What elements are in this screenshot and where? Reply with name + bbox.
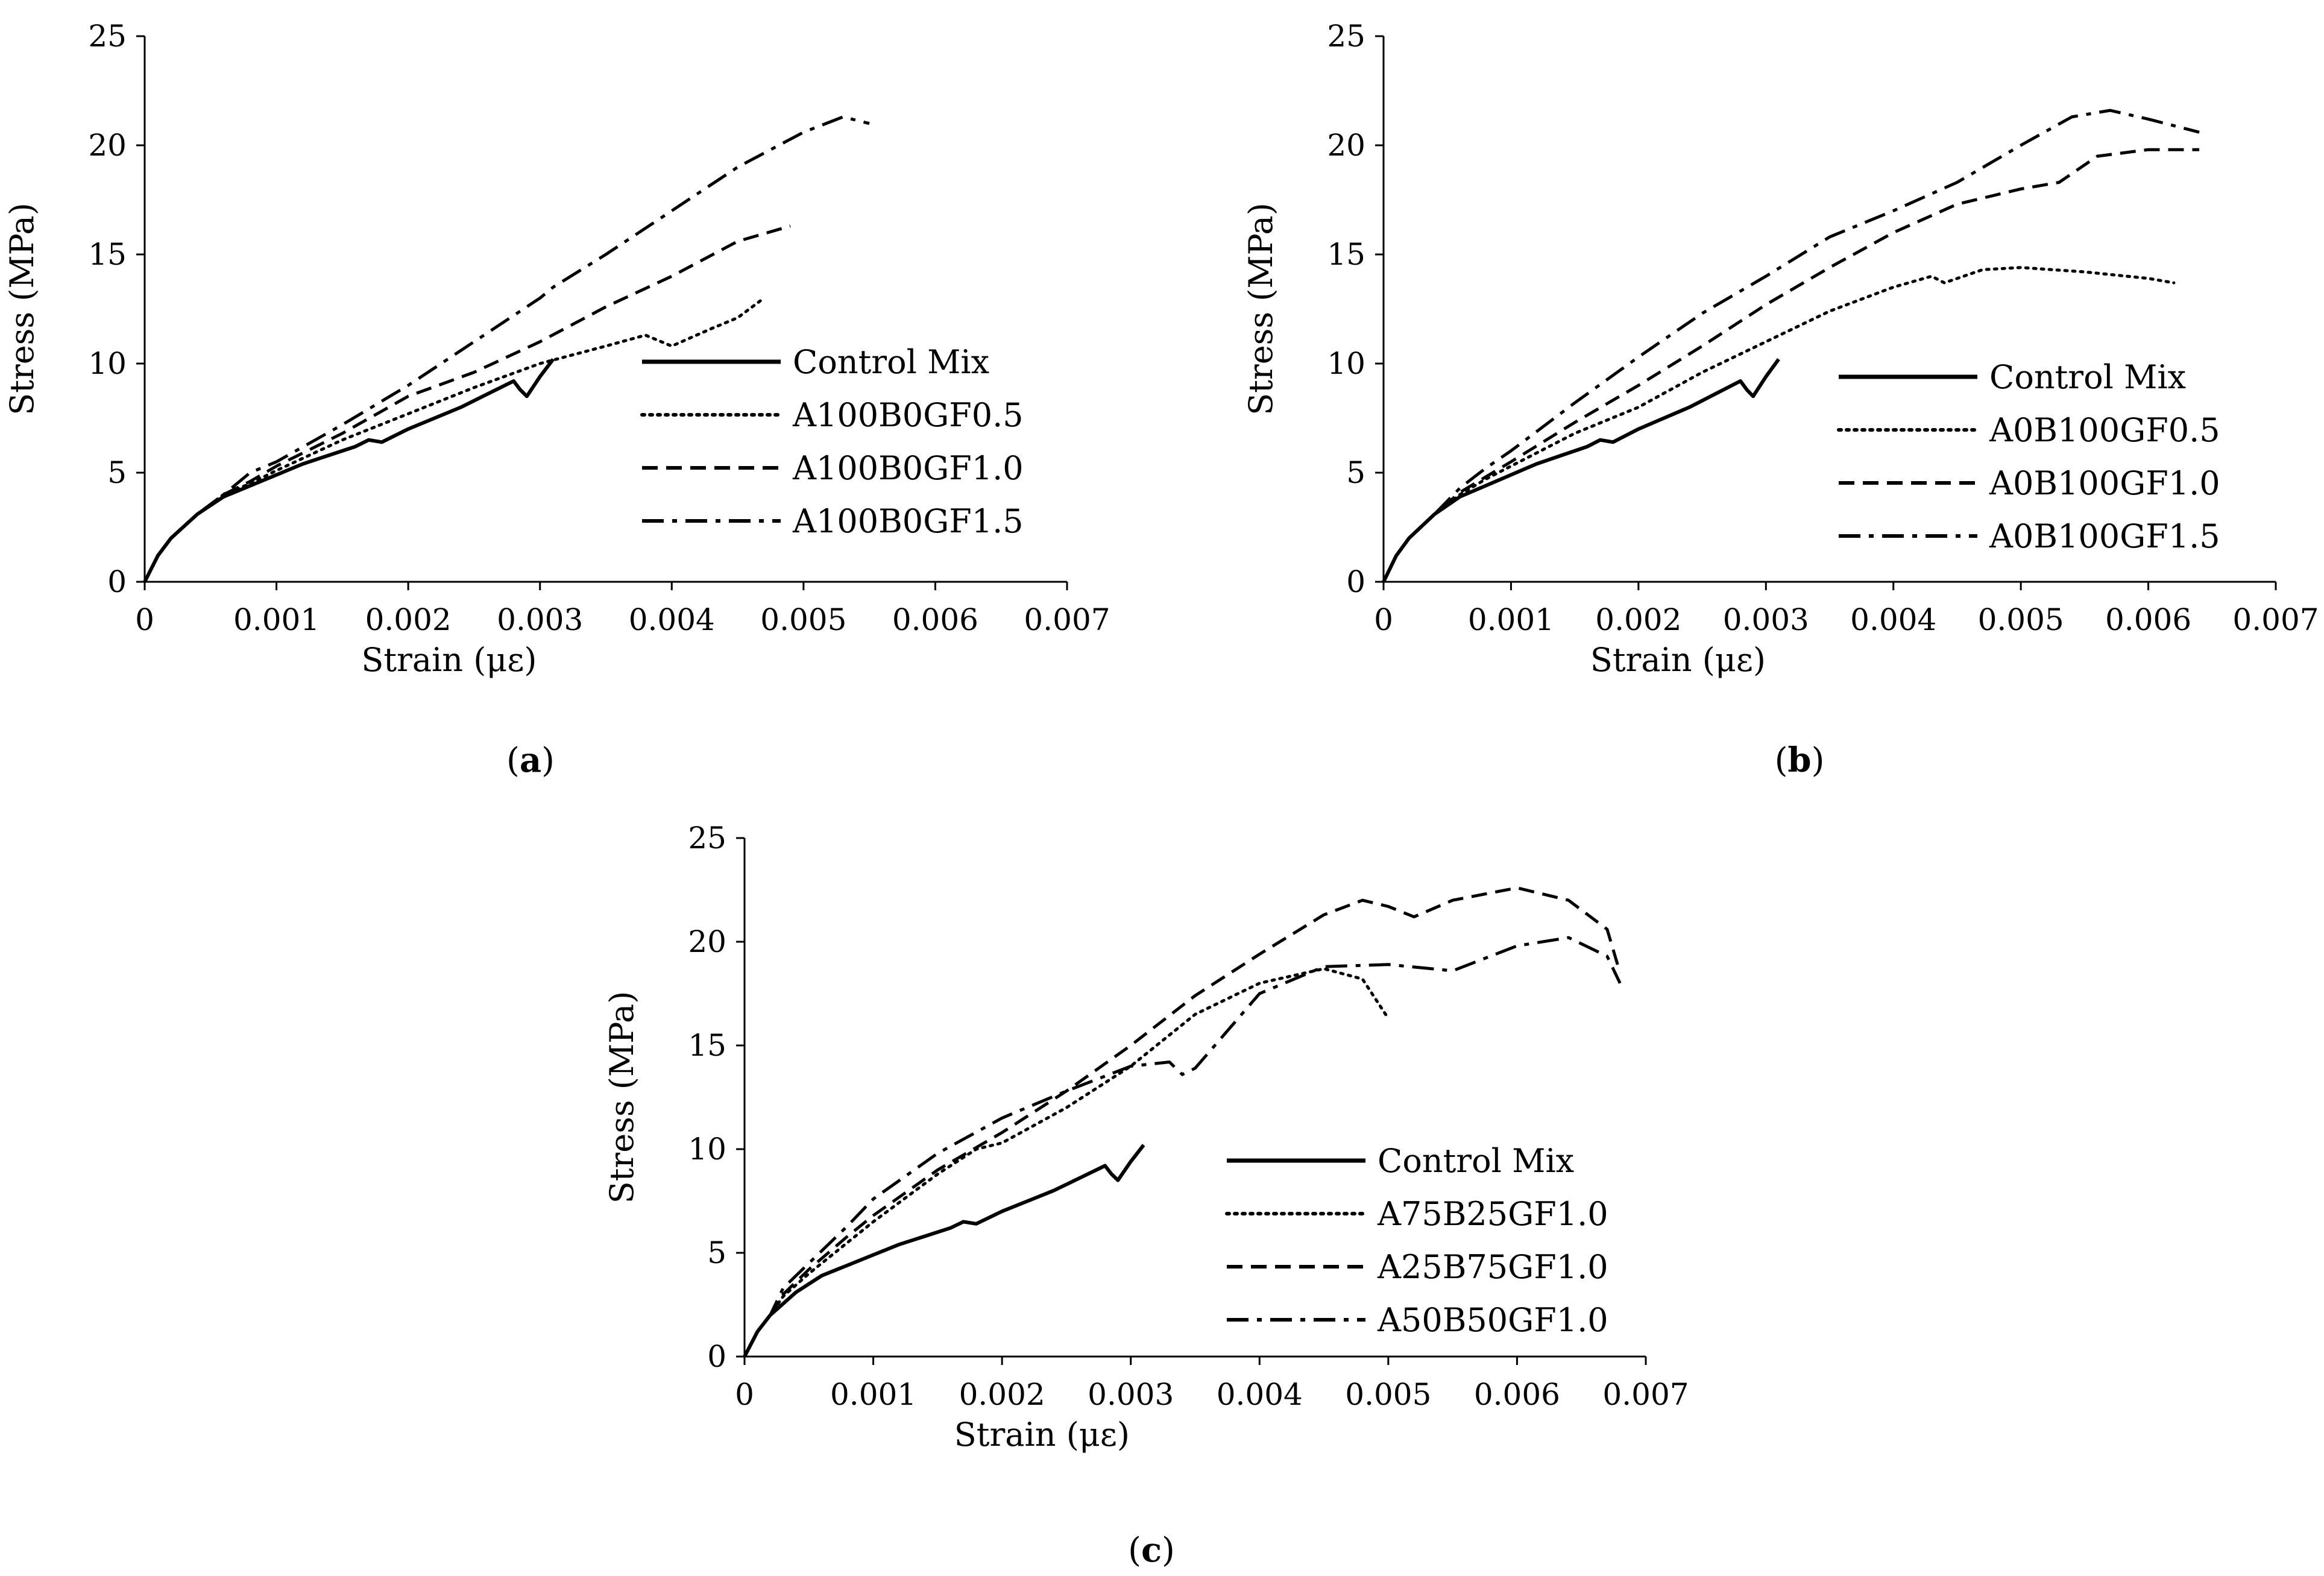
x-tick-label: 0.006 xyxy=(1474,1377,1560,1412)
x-tick-label: 0.004 xyxy=(629,602,715,637)
legend-label: A50B50GF1.0 xyxy=(1377,1301,1608,1339)
y-tick-label: 20 xyxy=(688,924,726,959)
x-tick-label: 0.004 xyxy=(1217,1377,1303,1412)
y-tick-label: 0 xyxy=(107,564,127,599)
legend-label: Control Mix xyxy=(793,343,989,381)
y-tick-label: 15 xyxy=(88,237,127,272)
series-line-a0b100gf1-0 xyxy=(1382,148,2200,583)
legend-label: Control Mix xyxy=(1378,1142,1574,1180)
y-axis-label: Stress (MPa) xyxy=(603,991,641,1204)
series-line-control-mix xyxy=(1382,358,1780,583)
x-axis-label: Strain (με) xyxy=(361,641,537,679)
x-tick-label: 0.001 xyxy=(1468,602,1554,637)
x-tick-label: 0.006 xyxy=(2105,602,2191,637)
series-line-control-mix xyxy=(143,358,555,583)
y-tick-label: 0 xyxy=(1346,564,1365,599)
chart-panel-b: 0 5 10 15 20 25 0 0.001 0.002 0.003 0.004 0.005 0.00… xyxy=(1242,19,2319,679)
legend-label: A25B75GF1.0 xyxy=(1377,1248,1608,1286)
x-tick-label: 0.002 xyxy=(1595,602,1681,637)
y-tick-label: 15 xyxy=(1327,237,1365,272)
legend-label: A0B100GF1.0 xyxy=(1989,464,2220,502)
x-tick-label: 0 xyxy=(135,602,154,637)
y-tick-label: 20 xyxy=(1327,128,1365,163)
x-tick-label: 0 xyxy=(1374,602,1393,637)
y-tick-label: 5 xyxy=(707,1235,726,1270)
x-tick-label: 0.005 xyxy=(1978,602,2064,637)
series-line-a25b75gf1-0 xyxy=(743,886,1622,1358)
x-axis-label: Strain (με) xyxy=(954,1416,1130,1454)
chart-panel-c: 0 5 10 15 20 25 0 0.001 0.002 0.003 0.004 0.005 0.00… xyxy=(603,821,1689,1454)
x-tick-label: 0.003 xyxy=(1723,602,1809,637)
x-tick-label: 0.005 xyxy=(760,602,846,637)
series-line-a50b50gf1-0 xyxy=(743,936,1622,1358)
y-tick-label: 15 xyxy=(688,1028,726,1063)
y-axis-label: Stress (MPa) xyxy=(1242,203,1280,415)
x-tick-label: 0.007 xyxy=(1602,1377,1689,1412)
y-tick-label: 0 xyxy=(707,1339,726,1374)
series-line-a100b0gf1-5 xyxy=(143,115,870,583)
y-tick-label: 25 xyxy=(688,821,726,856)
legend-label: Control Mix xyxy=(1989,358,2186,396)
legend-label: A75B25GF1.0 xyxy=(1377,1195,1608,1233)
x-tick-label: 0.001 xyxy=(830,1377,916,1412)
legend-label: A0B100GF1.5 xyxy=(1989,517,2220,555)
panel-label-c: (c) xyxy=(1128,1530,1175,1570)
x-axis-label: Strain (με) xyxy=(1590,641,1766,679)
legend-label: A0B100GF0.5 xyxy=(1989,411,2220,449)
legend-label: A100B0GF1.0 xyxy=(792,449,1024,487)
x-tick-label: 0.003 xyxy=(497,602,583,637)
legend-label: A100B0GF1.5 xyxy=(792,502,1024,540)
x-tick-label: 0.004 xyxy=(1850,602,1936,637)
series-line-a100b0gf0-5 xyxy=(143,296,766,584)
x-tick-label: 0.002 xyxy=(365,602,452,637)
x-tick-label: 0.002 xyxy=(959,1377,1045,1412)
y-tick-label: 5 xyxy=(1346,455,1365,490)
x-tick-label: 0.001 xyxy=(233,602,320,637)
y-axis-label: Stress (MPa) xyxy=(3,203,41,415)
y-tick-label: 20 xyxy=(88,128,127,163)
x-tick-label: 0.005 xyxy=(1345,1377,1431,1412)
x-tick-label: 0.003 xyxy=(1088,1377,1174,1412)
series-line-a0b100gf0-5 xyxy=(1382,266,2176,584)
series-line-a0b100gf1-5 xyxy=(1382,109,2200,583)
y-tick-label: 25 xyxy=(88,19,127,54)
chart-panel-a: 0 5 10 15 20 25 0 0.001 0.002 0.003 0.004 0.005 0.00… xyxy=(3,19,1110,679)
x-tick-label: 0.007 xyxy=(2232,602,2319,637)
y-tick-label: 10 xyxy=(88,346,127,381)
y-tick-label: 10 xyxy=(1327,346,1365,381)
x-tick-label: 0.006 xyxy=(892,602,978,637)
y-tick-label: 10 xyxy=(688,1132,726,1167)
x-tick-label: 0.007 xyxy=(1024,602,1110,637)
series-line-control-mix xyxy=(743,1144,1145,1358)
y-tick-label: 5 xyxy=(107,455,127,490)
panel-label-a: (a) xyxy=(506,740,555,780)
x-tick-label: 0 xyxy=(735,1377,754,1412)
panel-label-b: (b) xyxy=(1775,740,1825,780)
legend-label: A100B0GF0.5 xyxy=(792,396,1024,434)
y-tick-label: 25 xyxy=(1327,19,1365,54)
